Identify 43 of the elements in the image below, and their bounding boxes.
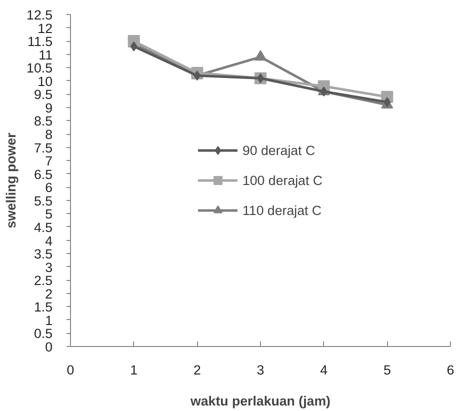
x-tick-label: 6: [446, 362, 454, 378]
legend-label: 110 derajat C: [242, 202, 322, 218]
y-tick-label: 5.5: [34, 193, 53, 208]
x-tick-label: 3: [256, 362, 264, 378]
x-tick-label: 0: [66, 362, 74, 378]
point: [130, 41, 138, 52]
y-tick-label: 10: [38, 74, 53, 89]
x-tick-label: 2: [193, 362, 201, 378]
y-tick-label: 1: [45, 312, 53, 328]
x-tick-label: 5: [383, 362, 391, 378]
point: [320, 86, 328, 97]
y-tick-label: 5: [45, 206, 53, 222]
y-tick-label: 2.5: [34, 273, 53, 288]
y-tick-label: 2: [45, 286, 53, 302]
y-tick-label: 1.5: [34, 300, 53, 315]
y-tick-label: 11: [38, 47, 53, 62]
y-tick-label: 3: [45, 260, 53, 275]
point: [384, 97, 391, 108]
legend-label: 90 derajat C: [242, 142, 316, 158]
y-tick-label: 7: [45, 154, 53, 169]
x-tick-label: 4: [320, 362, 328, 378]
y-tick-label: 9.5: [34, 87, 53, 102]
y-tick-label: 12: [38, 20, 53, 36]
y-tick-label: 0.5: [34, 326, 53, 342]
x-tick-label: 1: [130, 362, 138, 378]
y-tick-label: 4.5: [34, 220, 53, 235]
y-tick-label: 3.5: [34, 246, 53, 262]
y-tick-label: 8: [45, 127, 53, 142]
y-tick-label: 6.5: [34, 166, 53, 182]
y-tick-label: 6: [45, 180, 53, 196]
y-tick-label: 12.5: [26, 8, 53, 22]
legend-label: 100 derajat C: [242, 172, 323, 188]
y-tick-label: 7.5: [34, 140, 53, 156]
point: [254, 50, 266, 61]
y-tick-label: 8.5: [34, 114, 53, 129]
y-tick-label: 9: [45, 100, 53, 116]
x-axis-title: waktu perlakuan (jam): [190, 394, 331, 408]
y-tick-label: 0: [45, 340, 53, 354]
y-tick-label: 4: [45, 233, 54, 248]
point: [194, 70, 201, 81]
y-axis-title: swelling power: [4, 132, 19, 228]
y-tick-label: 10.5: [26, 60, 53, 76]
y-tick-label: 11.5: [28, 34, 52, 50]
